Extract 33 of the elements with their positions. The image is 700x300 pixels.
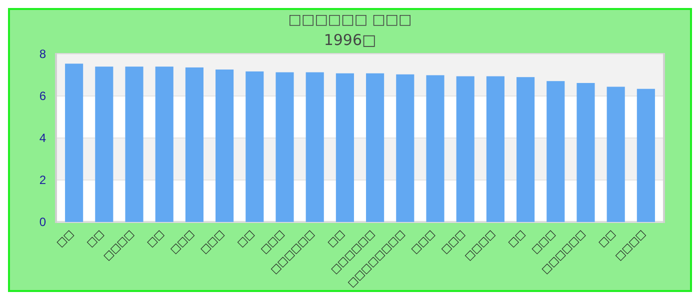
bar [185,67,204,222]
x-tick-label: □□ [596,228,618,250]
bar [65,64,84,222]
x-tick-label: □□ [236,228,257,250]
y-tick-label: 4 [39,131,46,146]
chart-title: □□□□□□ □□□ [288,12,412,28]
chart-subtitle: 1996□ [324,31,376,49]
bar [606,86,625,222]
x-tick-label: □□ [145,228,166,250]
x-tick-label: □□ [55,228,76,250]
x-tick-label: □□ [85,228,106,250]
bar [246,71,264,222]
bar [456,76,474,222]
x-tick-label: □□ [506,228,528,250]
y-tick-label: 0 [39,215,46,230]
bar [306,72,324,222]
y-tick-label: 6 [39,89,46,104]
bar [426,75,444,222]
bar [155,66,174,222]
bar [366,73,384,222]
bar [95,66,114,222]
bar [636,88,655,222]
bar [336,73,354,222]
bar [396,74,414,222]
bar [216,70,234,222]
bar [576,82,595,222]
y-tick-label: 2 [39,173,46,188]
bar [125,66,144,222]
bar [486,76,504,222]
y-tick-label: 8 [39,47,46,62]
bar [276,72,294,222]
bar [516,77,535,222]
bar [546,81,565,222]
